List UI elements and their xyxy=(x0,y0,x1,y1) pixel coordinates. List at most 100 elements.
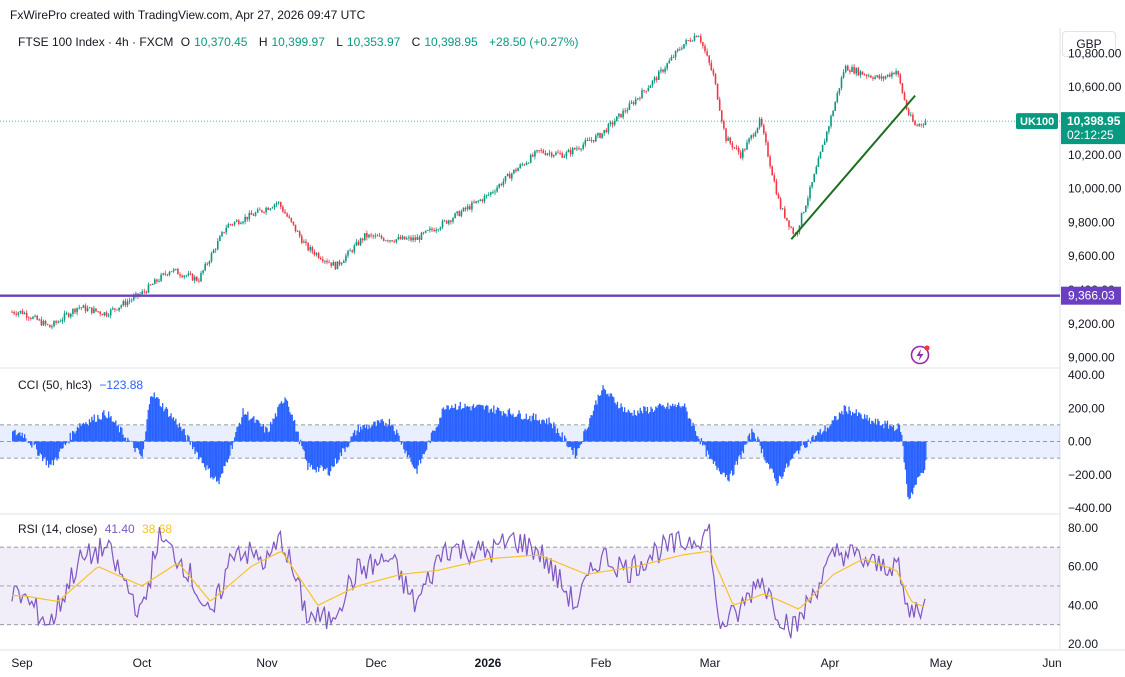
cci-bar xyxy=(524,418,526,442)
candle xyxy=(886,74,889,78)
currency-button[interactable]: GBP xyxy=(1062,31,1116,57)
cci-bar xyxy=(658,403,661,442)
cci-bar xyxy=(134,441,136,453)
candle xyxy=(559,150,561,156)
cci-bar xyxy=(418,441,421,460)
cci-bar xyxy=(924,441,926,471)
rsi-title[interactable]: RSI (14, close) xyxy=(18,522,98,536)
cci-bar xyxy=(345,441,347,447)
candle xyxy=(821,144,824,152)
candle xyxy=(185,274,188,278)
candle xyxy=(918,123,920,128)
cci-bar xyxy=(900,431,902,442)
cci-bar xyxy=(906,441,908,484)
cci-bar xyxy=(483,409,485,442)
trendline[interactable] xyxy=(790,94,916,240)
candle xyxy=(336,261,339,270)
candle xyxy=(660,66,662,74)
cci-bar xyxy=(250,418,253,442)
candle xyxy=(351,249,353,254)
candle xyxy=(439,226,442,231)
candle xyxy=(882,75,885,82)
cci-bar xyxy=(256,419,259,442)
cci-title[interactable]: CCI (50, hlc3) xyxy=(18,378,93,392)
cci-bar xyxy=(486,405,488,442)
candle xyxy=(179,272,181,279)
cci-bar xyxy=(903,441,905,463)
candle xyxy=(416,233,419,240)
candle xyxy=(145,290,148,295)
candle xyxy=(481,198,484,204)
candle xyxy=(393,239,395,243)
symbol-label[interactable]: FTSE 100 Index · 4h · FXCM xyxy=(18,35,174,49)
candle xyxy=(907,107,910,117)
candle xyxy=(298,230,301,238)
cci-bar xyxy=(315,441,317,473)
candle xyxy=(710,59,713,71)
candle xyxy=(727,135,729,141)
cci-bar xyxy=(372,425,374,442)
cci-bar xyxy=(63,441,65,444)
candle xyxy=(271,206,274,209)
cci-bar xyxy=(921,441,923,473)
cci-bar xyxy=(456,409,458,442)
candle xyxy=(212,248,215,254)
cci-bar xyxy=(525,413,527,442)
cci-bar xyxy=(702,441,704,446)
candle xyxy=(448,219,450,226)
cci-bar xyxy=(499,410,501,442)
cci-bar xyxy=(604,390,607,442)
candle xyxy=(511,172,513,182)
cci-bar xyxy=(894,431,896,442)
cci-bar xyxy=(482,405,484,442)
cci-bar xyxy=(732,441,734,476)
candle xyxy=(460,209,463,218)
cci-bar xyxy=(264,432,266,442)
cci-bar xyxy=(678,402,680,442)
cci-bar xyxy=(555,433,557,442)
cci-bar xyxy=(352,432,355,442)
cci-bar xyxy=(278,404,280,442)
alert-icon[interactable] xyxy=(910,345,930,365)
candle xyxy=(760,116,763,128)
cci-bar xyxy=(459,401,461,442)
cci-bar xyxy=(523,418,525,442)
cci-bar xyxy=(360,426,362,442)
cci-bar xyxy=(416,441,418,474)
cci-bar xyxy=(643,406,645,442)
cci-bar xyxy=(758,439,760,442)
cci-bar xyxy=(402,441,404,443)
candle xyxy=(389,239,391,244)
cci-bar xyxy=(86,423,88,442)
candle xyxy=(160,272,162,283)
cci-bar xyxy=(487,405,489,442)
cci-bar xyxy=(877,418,879,442)
cci-bar xyxy=(254,422,256,442)
cci-bar xyxy=(265,426,267,442)
candle xyxy=(395,238,398,244)
candle xyxy=(534,149,536,160)
cci-bar xyxy=(840,413,842,442)
candle xyxy=(578,146,580,151)
cci-bar xyxy=(870,423,872,442)
cci-bar xyxy=(426,441,428,450)
cci-bar xyxy=(757,436,759,442)
cci-bar xyxy=(303,441,305,451)
cci-bar xyxy=(613,397,615,442)
cci-bar xyxy=(138,441,140,450)
candle xyxy=(813,173,815,183)
cci-bar xyxy=(300,439,302,442)
candle xyxy=(498,183,500,189)
cci-bar xyxy=(654,410,656,442)
cci-bar xyxy=(782,441,784,477)
cci-bar xyxy=(295,431,297,442)
candle xyxy=(492,190,494,194)
cci-bar xyxy=(872,421,874,442)
cci-bar xyxy=(826,427,829,442)
candle xyxy=(742,147,744,161)
cci-bar xyxy=(919,441,921,476)
cci-bar xyxy=(884,420,886,442)
cci-bar xyxy=(781,441,783,479)
cci-bar xyxy=(836,420,838,442)
